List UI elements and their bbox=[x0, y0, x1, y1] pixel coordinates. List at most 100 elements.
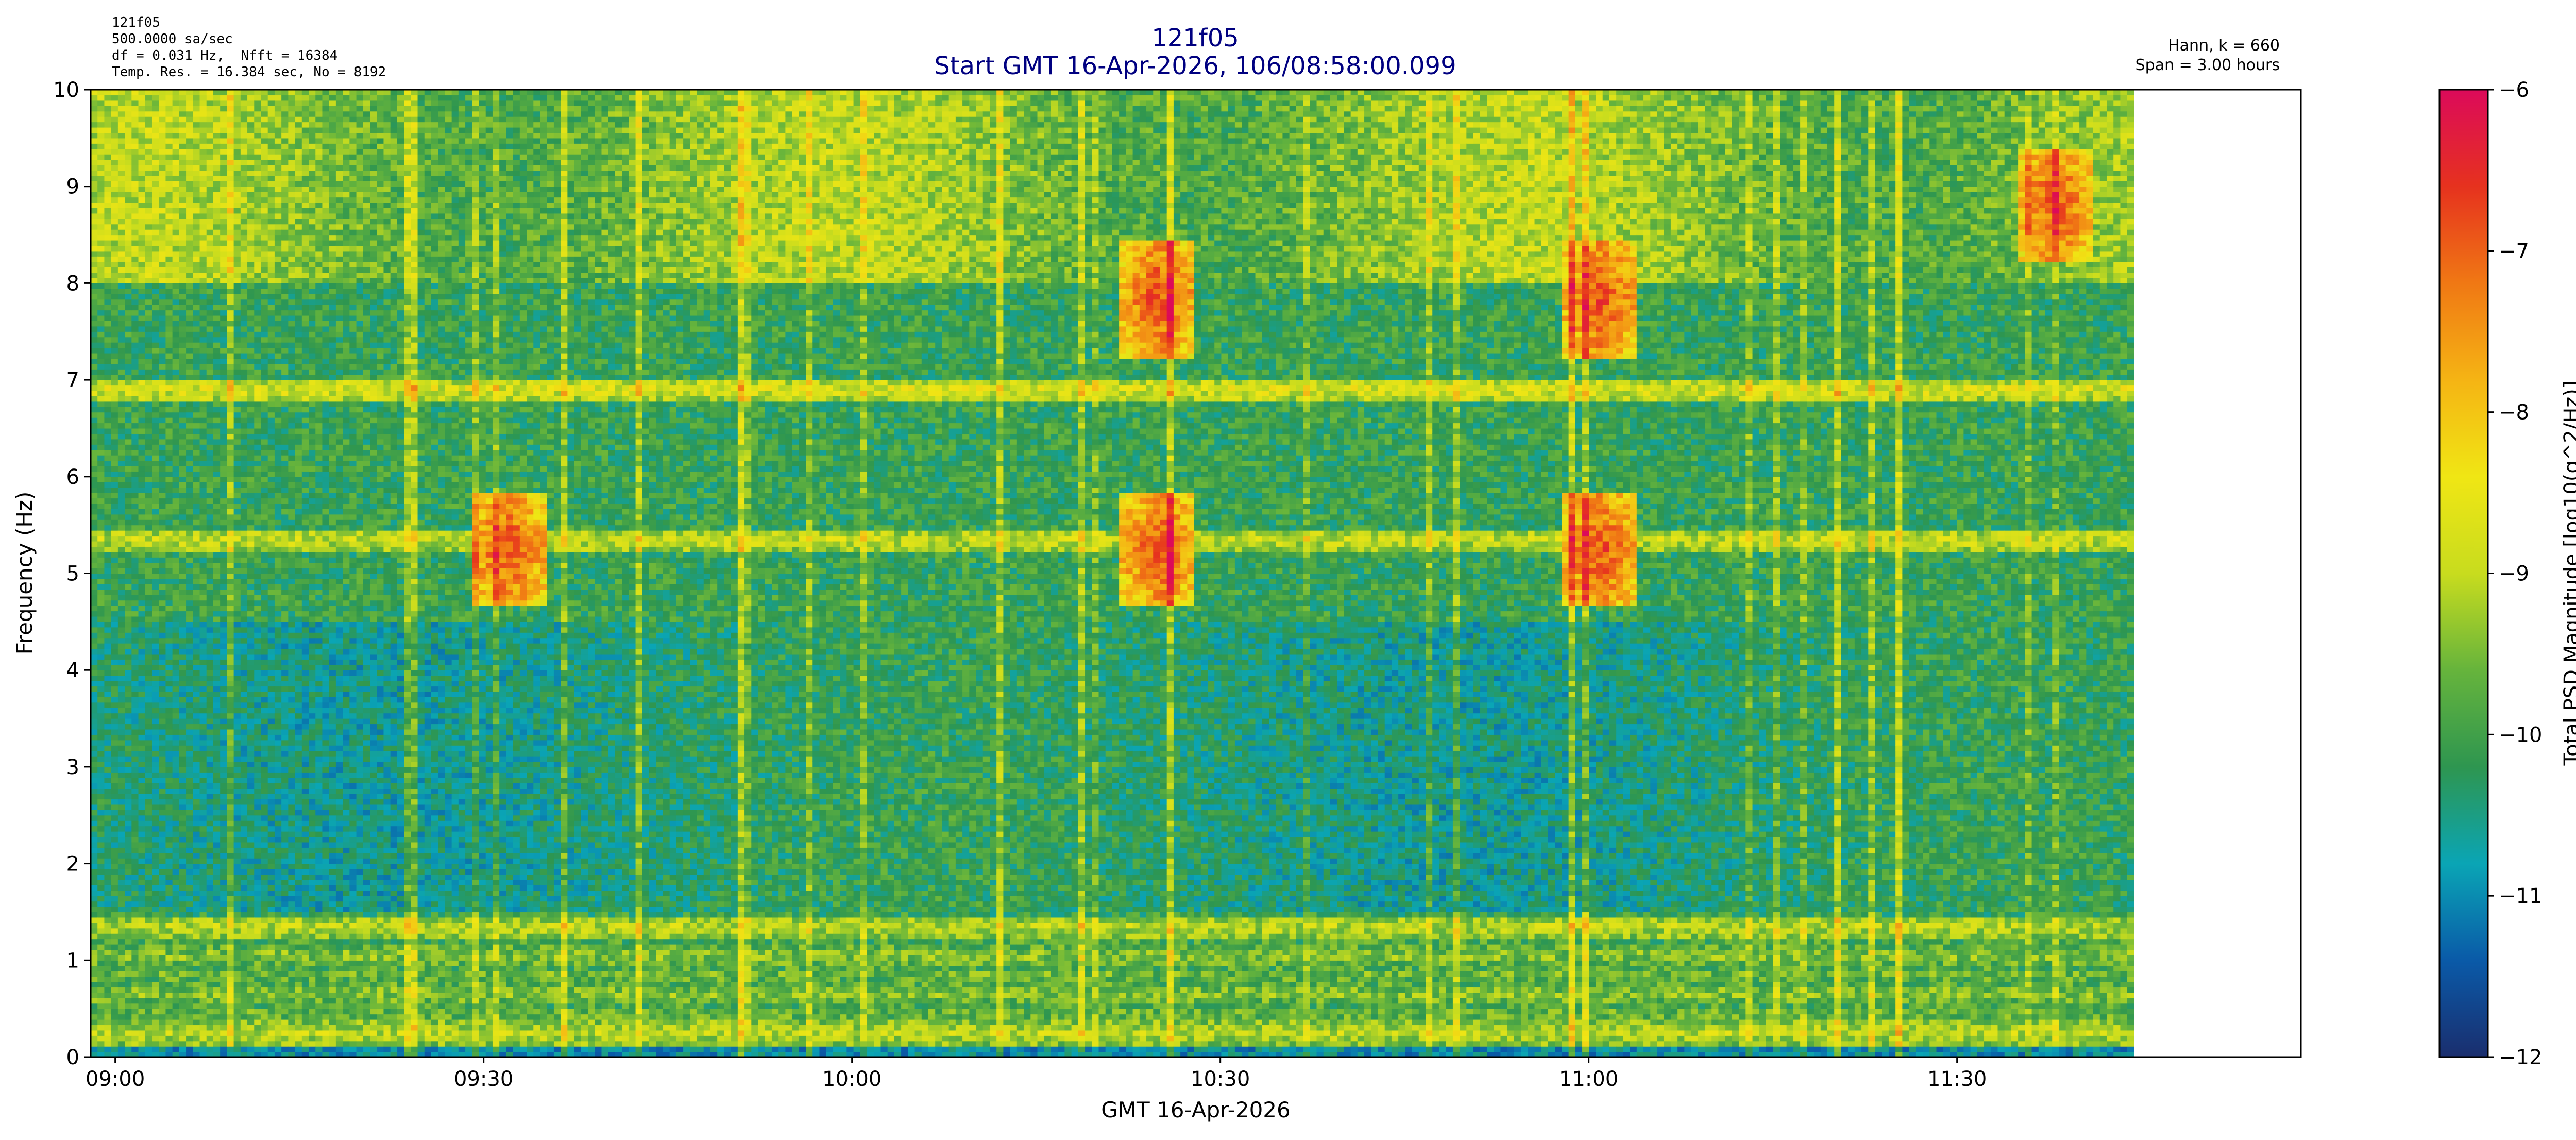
heatmap-cell bbox=[179, 164, 187, 171]
heatmap-cell bbox=[104, 428, 112, 434]
heatmap-cell bbox=[247, 132, 255, 139]
heatmap-cell bbox=[206, 912, 214, 918]
heatmap-cell bbox=[247, 826, 255, 832]
heatmap-cell bbox=[159, 256, 166, 262]
heatmap-cell bbox=[227, 213, 234, 219]
heatmap-cell bbox=[117, 288, 125, 294]
heatmap-cell bbox=[213, 949, 221, 955]
heatmap-cell bbox=[227, 954, 234, 961]
heatmap-cell bbox=[159, 229, 166, 236]
heatmap-cell bbox=[227, 100, 234, 106]
heatmap-cell bbox=[111, 1041, 118, 1047]
heatmap-cell bbox=[240, 901, 248, 907]
heatmap-cell bbox=[213, 261, 221, 267]
heatmap-cell bbox=[247, 498, 255, 504]
heatmap-cell bbox=[111, 777, 118, 783]
heatmap-cell bbox=[111, 885, 118, 891]
heatmap-cell bbox=[138, 874, 146, 880]
heatmap-cell bbox=[206, 788, 214, 794]
heatmap-cell bbox=[165, 810, 173, 816]
heatmap-cell bbox=[227, 804, 234, 810]
heatmap-cell bbox=[199, 648, 207, 655]
heatmap-cell bbox=[91, 272, 98, 278]
heatmap-cell bbox=[131, 691, 139, 697]
heatmap-cell bbox=[111, 606, 118, 612]
heatmap-cell bbox=[125, 653, 132, 660]
heatmap-cell bbox=[261, 116, 268, 123]
heatmap-cell bbox=[199, 718, 207, 725]
heatmap-cell bbox=[125, 874, 132, 880]
heatmap-cell bbox=[186, 519, 193, 526]
heatmap-cell bbox=[199, 186, 207, 192]
heatmap-cell bbox=[267, 245, 275, 252]
heatmap-cell bbox=[151, 390, 159, 396]
heatmap-cell bbox=[138, 423, 146, 429]
heatmap-cell bbox=[172, 417, 180, 424]
heatmap-cell bbox=[193, 213, 200, 219]
heatmap-cell bbox=[97, 772, 105, 778]
heatmap-cell bbox=[104, 622, 112, 628]
heatmap-cell bbox=[138, 380, 146, 386]
heatmap-cell bbox=[172, 546, 180, 552]
heatmap-cell bbox=[186, 971, 193, 977]
heatmap-cell bbox=[165, 750, 173, 757]
heatmap-cell bbox=[159, 890, 166, 896]
heatmap-cell bbox=[199, 627, 207, 633]
heatmap-cell bbox=[261, 1041, 268, 1047]
heatmap-cell bbox=[165, 643, 173, 649]
heatmap-cell bbox=[267, 294, 275, 300]
heatmap-cell bbox=[145, 444, 152, 450]
heatmap-cell bbox=[261, 299, 268, 305]
heatmap-cell bbox=[233, 202, 241, 209]
heatmap-cell bbox=[91, 417, 98, 424]
heatmap-cell bbox=[97, 396, 105, 402]
heatmap-cell bbox=[199, 498, 207, 504]
heatmap-cell bbox=[165, 493, 173, 499]
heatmap-cell bbox=[131, 1035, 139, 1042]
heatmap-cell bbox=[261, 622, 268, 628]
heatmap-cell bbox=[131, 622, 139, 628]
heatmap-cell bbox=[233, 363, 241, 370]
heatmap-cell bbox=[193, 724, 200, 730]
heatmap-cell bbox=[104, 1025, 112, 1031]
heatmap-cell bbox=[193, 1041, 200, 1047]
heatmap-cell bbox=[138, 890, 146, 896]
heatmap-cell bbox=[220, 638, 227, 644]
heatmap-cell bbox=[125, 675, 132, 681]
heatmap-cell bbox=[186, 659, 193, 665]
heatmap-cell bbox=[104, 896, 112, 902]
heatmap-cell bbox=[159, 1025, 166, 1031]
heatmap-cell bbox=[138, 90, 146, 96]
heatmap-cell bbox=[267, 938, 275, 945]
heatmap-cell bbox=[159, 412, 166, 418]
heatmap-cell bbox=[159, 261, 166, 267]
heatmap-cell bbox=[97, 944, 105, 950]
heatmap-cell bbox=[97, 847, 105, 853]
heatmap-cell bbox=[247, 493, 255, 499]
heatmap-cell bbox=[97, 224, 105, 230]
heatmap-cell bbox=[240, 535, 248, 542]
heatmap-cell bbox=[240, 713, 248, 719]
heatmap-cell bbox=[172, 750, 180, 757]
heatmap-cell bbox=[193, 525, 200, 531]
heatmap-cell bbox=[233, 423, 241, 429]
heatmap-cell bbox=[159, 670, 166, 676]
heatmap-cell bbox=[91, 455, 98, 461]
heatmap-cell bbox=[274, 960, 282, 966]
heatmap-cell bbox=[240, 987, 248, 993]
heatmap-cell bbox=[172, 756, 180, 762]
heatmap-cell bbox=[104, 100, 112, 106]
heatmap-cell bbox=[206, 412, 214, 418]
heatmap-cell bbox=[186, 347, 193, 354]
heatmap-cell bbox=[97, 928, 105, 934]
heatmap-cell bbox=[159, 310, 166, 316]
heatmap-cell bbox=[227, 277, 234, 283]
heatmap-cell bbox=[261, 831, 268, 837]
heatmap-cell bbox=[213, 385, 221, 391]
heatmap-cell bbox=[165, 369, 173, 375]
heatmap-cell bbox=[111, 503, 118, 509]
heatmap-cell bbox=[274, 407, 282, 413]
heatmap-cell bbox=[267, 449, 275, 456]
heatmap-cell bbox=[151, 288, 159, 294]
heatmap-cell bbox=[240, 1019, 248, 1026]
